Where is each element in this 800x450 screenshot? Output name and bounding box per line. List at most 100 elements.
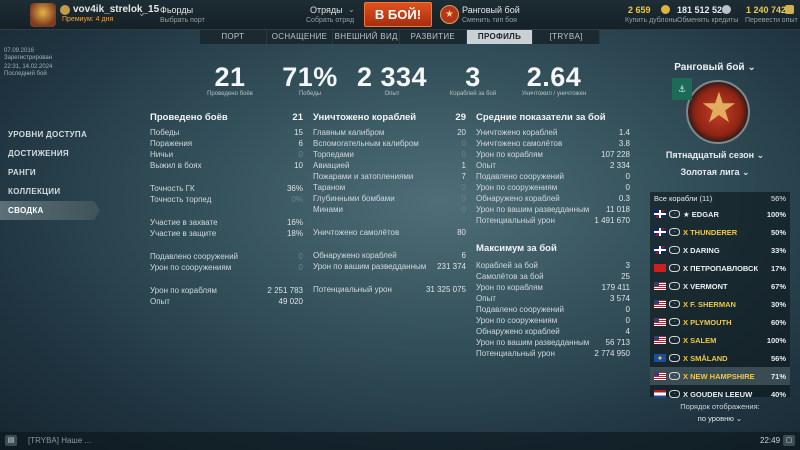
tab-development[interactable]: РАЗВИТИЕ (400, 30, 467, 44)
ship-row[interactable]: ◦ X NEW HAMPSHIRE 71% (650, 367, 790, 385)
ship-class-icon: ◦ (669, 336, 680, 344)
battle-button[interactable]: В БОЙ! (364, 2, 432, 27)
registration-label: Зарегистрирован (4, 55, 53, 61)
chat-icon[interactable]: ▤ (5, 435, 17, 446)
stat-label: Подавлено сооружений (150, 252, 239, 261)
nation-flag-icon (654, 210, 666, 218)
sidebar-item-access-levels[interactable]: УРОВНИ ДОСТУПА (8, 130, 88, 139)
ship-row[interactable]: ◦ X VERMONT 67% (650, 277, 790, 295)
squads-button[interactable]: Отряды (310, 5, 343, 15)
stat-value: 16% (286, 218, 303, 227)
ship-name: X VERMONT (683, 281, 728, 291)
rank-mode-label: Ранговый бой (674, 62, 745, 73)
stat-label: Кораблей за бой (476, 261, 538, 270)
ship-row[interactable]: ◦ X GOUDEN LEEUW 40% (650, 385, 790, 403)
tab-appearance[interactable]: ВНЕШНИЙ ВИД (333, 30, 401, 44)
sidebar-item-collections[interactable]: КОЛЛЕКЦИИ (8, 187, 61, 196)
ship-winrate: 60% (770, 317, 786, 327)
stat-row: Авиацией 1 (313, 160, 466, 171)
tab-clan[interactable]: [TRYBA] (533, 30, 601, 44)
stat-row: Уничтожено кораблей 1.4 (476, 127, 630, 138)
clan-avatar-icon[interactable] (30, 3, 56, 27)
ships-list-header[interactable]: Все корабли (11) 56% (650, 192, 790, 205)
ship-class-icon: ◦ (669, 318, 680, 326)
row-spacer (313, 272, 466, 284)
ship-row[interactable]: ◦ X SMÅLAND 56% (650, 349, 790, 367)
ship-row[interactable]: ◦ X F. SHERMAN 30% (650, 295, 790, 313)
battle-mode-sub[interactable]: Сменить тип боя (462, 17, 517, 24)
ship-row[interactable]: ◦ ★ EDGAR 100% (650, 205, 790, 223)
ship-row[interactable]: ◦ X THUNDERER 50% (650, 223, 790, 241)
nation-flag-icon (654, 318, 666, 326)
buy-doubloons-link[interactable]: Купить дублоны (625, 17, 678, 24)
stat-row: Участие в захвате 16% (150, 217, 303, 228)
sidebar-item-ranks[interactable]: РАНГИ (8, 168, 36, 177)
league-select[interactable]: Золотая лига ⌄ (680, 167, 750, 177)
ship-class-icon: ◦ (669, 246, 680, 254)
chat-last-message[interactable]: [TRYBA] Наше ... (28, 436, 92, 445)
tab-profile[interactable]: ПРОФИЛЬ (466, 30, 534, 44)
ship-name: ★ EDGAR (683, 209, 719, 219)
ship-row[interactable]: ◦ X PLYMOUTH 60% (650, 313, 790, 331)
ship-name: X NEW HAMPSHIRE (683, 371, 755, 381)
port-name[interactable]: Фьорды (160, 5, 194, 15)
stat-value: 0 (298, 252, 303, 261)
ship-class-icon: ◦ (669, 390, 680, 398)
port-select-label[interactable]: Выбрать порт (160, 17, 205, 24)
stat-value: 0 (625, 316, 630, 325)
convert-xp-link[interactable]: Перевести опыт (745, 17, 798, 24)
season-select[interactable]: Пятнадцатый сезон ⌄ (665, 150, 765, 160)
summary-ships-per-battle: 3 Кораблей за бой (440, 62, 506, 97)
nation-flag-icon (654, 336, 666, 344)
stat-row: Урон по кораблям 179 411 (476, 282, 630, 293)
premium-status: Премиум: 4 дня (62, 16, 114, 23)
stat-row: Торпедами 0 (313, 149, 466, 160)
stat-row: Участие в защите 18% (150, 228, 303, 239)
stat-value: 0 (461, 183, 466, 192)
summary-value: 21 (214, 62, 246, 92)
sort-order-select[interactable]: по уровню ⌄ (697, 414, 743, 423)
stat-value: 4 (625, 327, 630, 336)
stat-row: Глубинными бомбами 0 (313, 193, 466, 204)
stat-row: Победы 15 (150, 127, 303, 138)
stat-row: Урон по вашим разведданным 56 713 (476, 337, 630, 348)
chevron-down-icon[interactable]: ⌄ (138, 8, 146, 18)
ship-winrate: 71% (770, 371, 786, 381)
tab-equipment[interactable]: ОСНАЩЕНИЕ (267, 30, 334, 44)
ranked-mode-icon[interactable]: ★ (440, 5, 459, 24)
notifications-icon[interactable]: ▢ (783, 435, 795, 446)
stat-value: 3 (625, 261, 630, 270)
stat-row: Урон по кораблям 2 251 783 (150, 285, 303, 296)
stat-value: 2 334 (609, 161, 630, 170)
stat-label: Победы (150, 128, 180, 137)
stat-value: 2 774 950 (594, 349, 630, 358)
stat-label: Подавлено сооружений (476, 172, 565, 181)
stat-row: Урон по кораблям 107 228 (476, 149, 630, 160)
stat-value: 6 (298, 139, 303, 148)
stat-row: Потенциальный урон 1 491 670 (476, 215, 630, 226)
summary-experience: 2 334 Опыт (352, 62, 432, 97)
battle-mode-name[interactable]: Ранговый бой (462, 5, 520, 15)
sidebar-item-summary[interactable]: СВОДКА (0, 201, 100, 220)
stat-label: Обнаружено кораблей (313, 251, 397, 260)
ship-row[interactable]: ◦ X DARING 33% (650, 241, 790, 259)
nation-flag-icon (654, 300, 666, 308)
ship-row[interactable]: ◦ X ПЕТРОПАВЛОВСК 17% (650, 259, 790, 277)
stat-label: Опыт (476, 161, 496, 170)
destroyed-total: 29 (455, 112, 466, 123)
exchange-credits-link[interactable]: Обменять кредиты (677, 17, 739, 24)
tab-port[interactable]: ПОРТ (200, 30, 267, 44)
squads-sub-label[interactable]: Собрать отряд (306, 17, 355, 24)
top-bar: vov4ik_strelok_15 Премиум: 4 дня ⌄ Фьорд… (0, 0, 800, 30)
stat-value: 1 (461, 161, 466, 170)
rank-emblem-icon (686, 80, 750, 144)
ship-row[interactable]: ◦ X SALEM 100% (650, 331, 790, 349)
stat-label: Минами (313, 205, 343, 214)
stat-value: 18% (286, 229, 303, 238)
stat-value: 179 411 (601, 283, 630, 292)
nation-flag-icon (654, 282, 666, 290)
username[interactable]: vov4ik_strelok_15 (73, 4, 160, 15)
sidebar-item-achievements[interactable]: ДОСТИЖЕНИЯ (8, 149, 69, 158)
rank-mode-select[interactable]: Ранговый бой ⌄ (674, 62, 756, 73)
chevron-down-icon[interactable]: ⌄ (348, 5, 355, 14)
